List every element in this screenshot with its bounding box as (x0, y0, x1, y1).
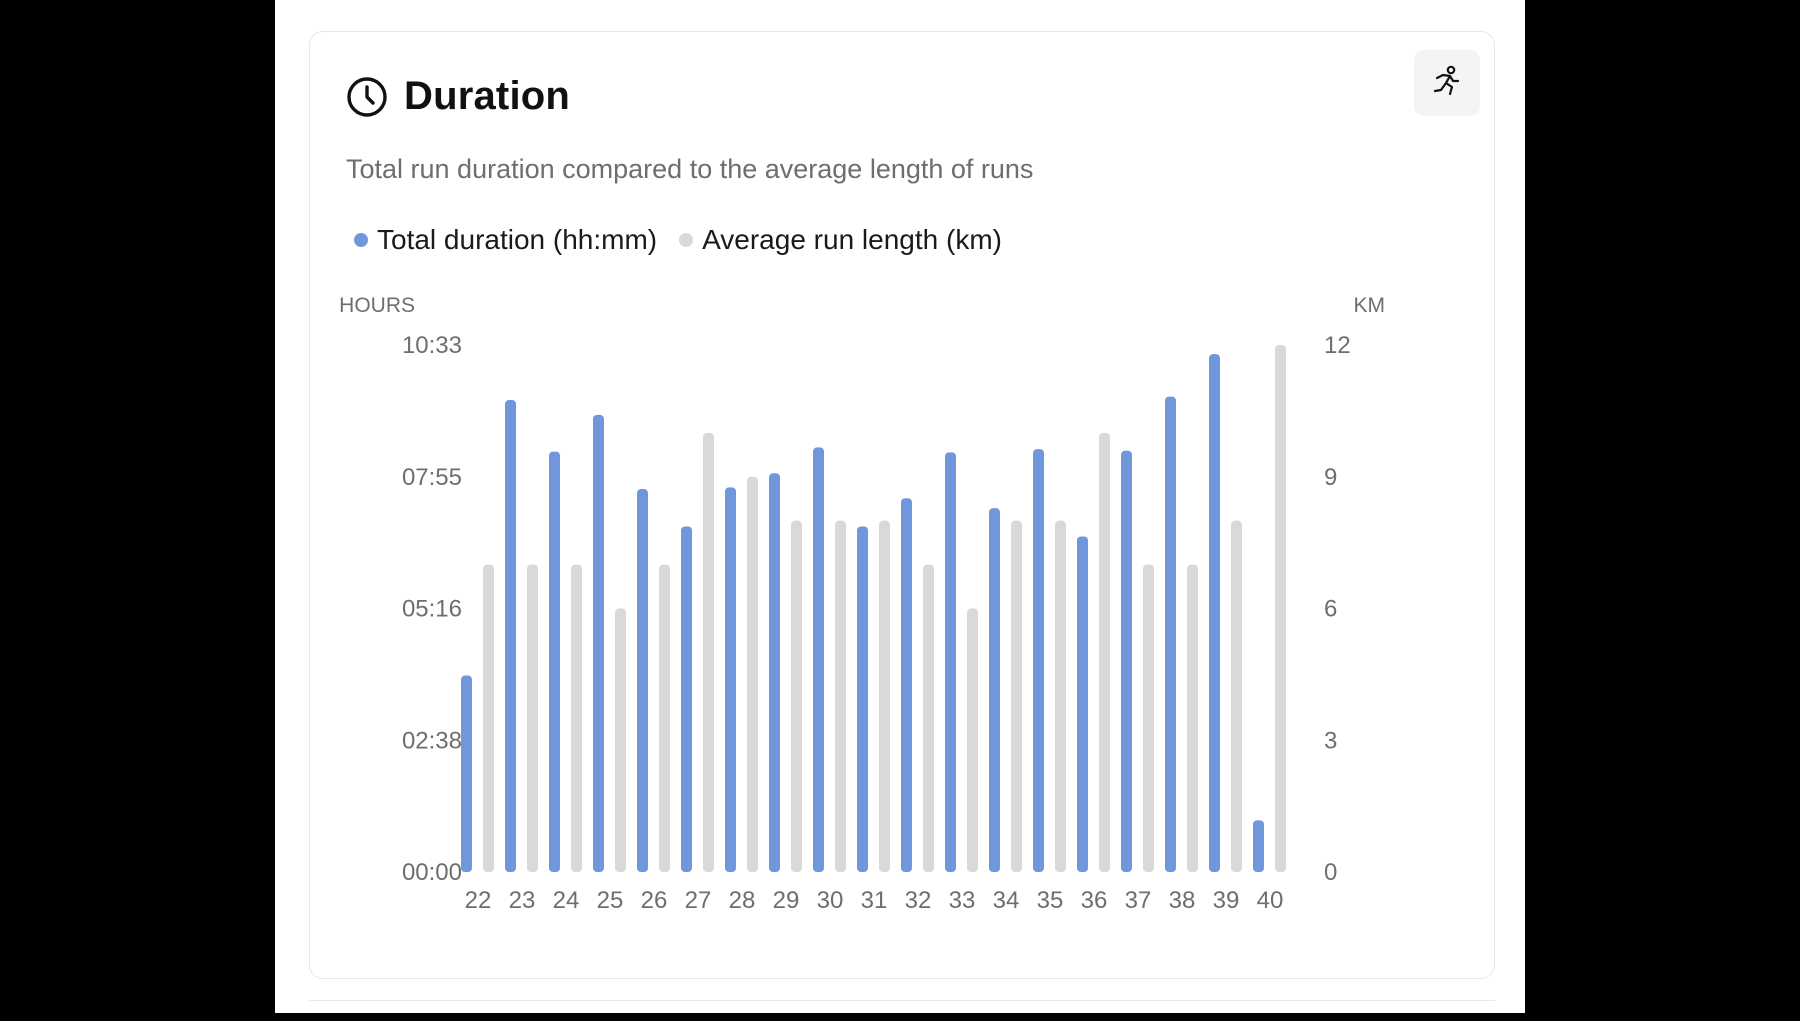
card-title: Duration (404, 74, 571, 118)
x-tick-label: 29 (773, 887, 800, 914)
duration-bar[interactable] (1033, 449, 1044, 872)
card-header: Duration (346, 74, 570, 119)
x-tick-label: 35 (1037, 887, 1064, 914)
left-tick-label: 10:33 (402, 332, 462, 359)
duration-bar[interactable] (461, 675, 472, 872)
avg-length-bar[interactable] (879, 520, 890, 872)
x-tick-label: 27 (685, 887, 712, 914)
x-tick-label: 34 (993, 887, 1020, 914)
legend-dot-duration (354, 233, 368, 247)
card-subtitle: Total run duration compared to the avera… (346, 154, 1034, 184)
duration-bar[interactable] (945, 452, 956, 872)
left-axis-title: HOURS (339, 294, 415, 317)
stage: Duration Total run duration compared to … (275, 0, 1525, 1013)
duration-bar[interactable] (1165, 396, 1176, 872)
x-tick-label: 37 (1125, 887, 1152, 914)
duration-bar[interactable] (549, 451, 560, 872)
avg-length-bar[interactable] (659, 564, 670, 872)
duration-bar[interactable] (1121, 450, 1132, 872)
avg-length-bar[interactable] (571, 564, 582, 872)
legend-item-avg-length[interactable]: Average run length (km) (679, 224, 1002, 256)
duration-bar[interactable] (769, 473, 780, 872)
avg-length-bar[interactable] (967, 608, 978, 873)
duration-bar[interactable] (1253, 820, 1264, 872)
right-axis-title: KM (1354, 294, 1386, 317)
right-axis-ticks: 12 9 6 3 0 (1324, 332, 1351, 886)
avg-length-bar[interactable] (747, 476, 758, 872)
duration-bar[interactable] (593, 414, 604, 872)
left-tick-label: 05:16 (402, 596, 462, 623)
next-card-edge (309, 1000, 1495, 1021)
avg-length-bar[interactable] (923, 564, 934, 872)
left-tick-label: 07:55 (402, 464, 462, 491)
right-tick-label: 3 (1324, 727, 1337, 754)
x-tick-label: 26 (641, 887, 668, 914)
clock-icon (346, 76, 388, 118)
chart-bars (461, 345, 1286, 873)
avg-length-bar[interactable] (835, 520, 846, 872)
x-tick-label: 25 (597, 887, 624, 914)
duration-bar[interactable] (637, 489, 648, 872)
legend-label-duration: Total duration (hh:mm) (377, 224, 658, 255)
avg-length-bar[interactable] (791, 520, 802, 872)
duration-chart: HOURS KM 10:33 07:55 05:16 02:38 00:00 12 9 6 3… (339, 294, 1386, 914)
x-tick-label: 33 (949, 887, 976, 914)
avg-length-bar[interactable] (1055, 520, 1066, 872)
right-tick-label: 12 (1324, 332, 1351, 359)
running-person-icon (1430, 64, 1464, 103)
avg-length-bar[interactable] (527, 564, 538, 872)
activity-toggle-button[interactable] (1414, 50, 1480, 116)
legend-label-avg-length: Average run length (km) (702, 224, 1002, 255)
duration-bar[interactable] (1209, 354, 1220, 873)
duration-bar[interactable] (505, 399, 516, 872)
duration-bar[interactable] (813, 447, 824, 872)
duration-bar[interactable] (1077, 536, 1088, 872)
x-tick-label: 23 (509, 887, 536, 914)
duration-card: Duration Total run duration compared to … (309, 31, 1495, 979)
avg-length-bar[interactable] (1099, 432, 1110, 872)
duration-bar[interactable] (857, 526, 868, 872)
duration-bar[interactable] (989, 508, 1000, 872)
duration-bar[interactable] (901, 498, 912, 872)
right-tick-label: 0 (1324, 859, 1337, 886)
left-tick-label: 02:38 (402, 727, 462, 754)
right-tick-label: 6 (1324, 596, 1337, 623)
avg-length-bar[interactable] (1143, 564, 1154, 872)
right-tick-label: 9 (1324, 464, 1337, 491)
x-tick-label: 36 (1081, 887, 1108, 914)
x-tick-label: 32 (905, 887, 932, 914)
x-tick-label: 39 (1213, 887, 1240, 914)
avg-length-bar[interactable] (615, 608, 626, 873)
x-tick-label: 40 (1257, 887, 1284, 914)
x-axis-ticks: 22 23 24 25 26 27 28 29 30 31 32 33 34 35 36 37 38 39 40 (465, 887, 1284, 914)
x-tick-label: 28 (729, 887, 756, 914)
chart-legend: Total duration (hh:mm) Average run lengt… (354, 224, 1024, 256)
avg-length-bar[interactable] (1231, 520, 1242, 872)
avg-length-bar[interactable] (1011, 520, 1022, 872)
avg-length-bar[interactable] (703, 432, 714, 872)
avg-length-bar[interactable] (1187, 564, 1198, 872)
x-tick-label: 24 (553, 887, 580, 914)
x-tick-label: 38 (1169, 887, 1196, 914)
duration-bar[interactable] (681, 526, 692, 872)
x-tick-label: 30 (817, 887, 844, 914)
left-tick-label: 00:00 (402, 859, 462, 886)
x-tick-label: 22 (465, 887, 492, 914)
x-tick-label: 31 (861, 887, 888, 914)
legend-item-duration[interactable]: Total duration (hh:mm) (354, 224, 657, 256)
avg-length-bar[interactable] (1275, 345, 1286, 872)
duration-bar[interactable] (725, 487, 736, 872)
legend-dot-avg-length (679, 233, 694, 247)
avg-length-bar[interactable] (483, 564, 494, 872)
left-axis-ticks: 10:33 07:55 05:16 02:38 00:00 (402, 332, 462, 886)
